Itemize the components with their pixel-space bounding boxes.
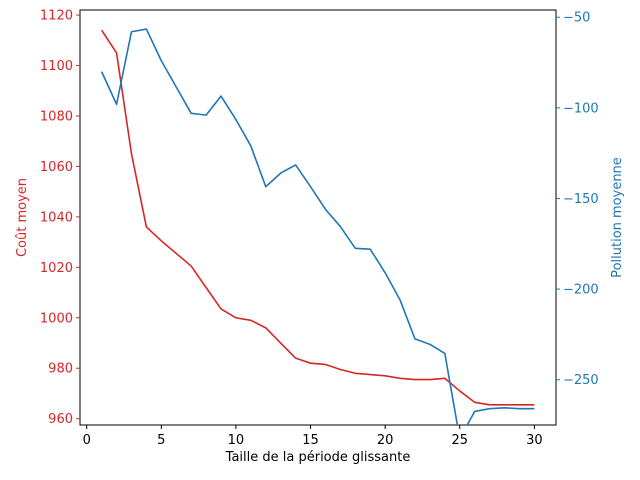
x-axis: 0 5 10 15 20 25 30 <box>83 425 543 448</box>
right-y-tick-label: −150 <box>563 192 599 207</box>
x-tick-label: 0 <box>83 433 91 448</box>
series-line-cout-moyen <box>100 29 535 406</box>
left-y-tick-label: 1040 <box>40 210 73 225</box>
left-y-tick-label: 980 <box>48 362 73 377</box>
right-y-tick-label: −200 <box>563 283 599 298</box>
series-group <box>100 28 535 425</box>
left-y-tick-label: 960 <box>48 412 73 427</box>
x-tick-label: 20 <box>377 433 394 448</box>
right-y-axis: −250 −200 −150 −100 −50 <box>556 11 599 388</box>
right-y-tick-label: −50 <box>563 11 590 26</box>
x-axis-label: Taille de la période glissante <box>225 450 411 465</box>
series-line-pollution-moyenne <box>100 28 535 425</box>
left-y-axis-label: Coût moyen <box>15 178 30 257</box>
right-y-axis-label: Pollution moyenne <box>610 157 625 278</box>
left-y-tick-label: 1060 <box>40 160 73 175</box>
x-tick-label: 15 <box>302 433 319 448</box>
x-tick-label: 30 <box>526 433 543 448</box>
x-tick-label: 10 <box>228 433 245 448</box>
left-y-tick-label: 1000 <box>40 311 73 326</box>
left-y-axis: 960 980 1000 1020 1040 1060 1080 1100 1120 <box>40 9 80 427</box>
left-y-tick-label: 1100 <box>40 59 73 74</box>
plot-area <box>79 9 557 426</box>
right-y-tick-label: −250 <box>563 373 599 388</box>
left-y-tick-label: 1020 <box>40 261 73 276</box>
left-y-tick-label: 1080 <box>40 109 73 124</box>
x-tick-label: 5 <box>157 433 165 448</box>
right-y-tick-label: −100 <box>563 101 599 116</box>
left-y-tick-label: 1120 <box>40 9 73 24</box>
x-tick-label: 25 <box>451 433 468 448</box>
